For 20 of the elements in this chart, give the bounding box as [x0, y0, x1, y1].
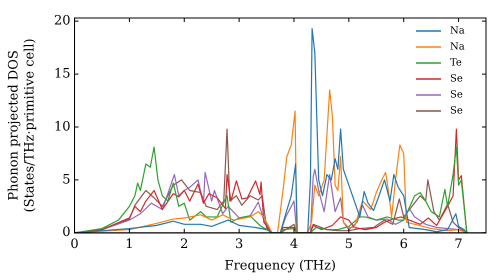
y-tick-label: 15	[54, 66, 71, 82]
y-tick-label: 0	[62, 225, 71, 240]
y-tick-label: 10	[54, 119, 71, 134]
y-tick-label: 20	[54, 14, 71, 29]
y-axis-title: Phonon projected DOS (States/THz·primitive cell)	[6, 38, 38, 212]
x-tick-label: 1	[125, 236, 134, 252]
legend-label: Se	[450, 74, 463, 85]
x-tick-label: 4	[290, 236, 298, 252]
x-tick-label: 6	[400, 236, 408, 252]
x-tick-label: 7	[454, 236, 463, 252]
x-axis-title: Frequency (THz)	[224, 258, 336, 274]
legend-label: Na	[450, 42, 465, 53]
y-tick-label: 5	[62, 172, 71, 188]
legend-label: Se	[450, 106, 463, 117]
x-tick-label: 3	[234, 236, 244, 252]
x-tick-label: 2	[180, 236, 188, 252]
legend-label: Te	[450, 58, 462, 69]
legend-label: Se	[450, 90, 463, 101]
legend-label: Na	[450, 26, 465, 37]
x-tick-label: 5	[344, 236, 353, 252]
